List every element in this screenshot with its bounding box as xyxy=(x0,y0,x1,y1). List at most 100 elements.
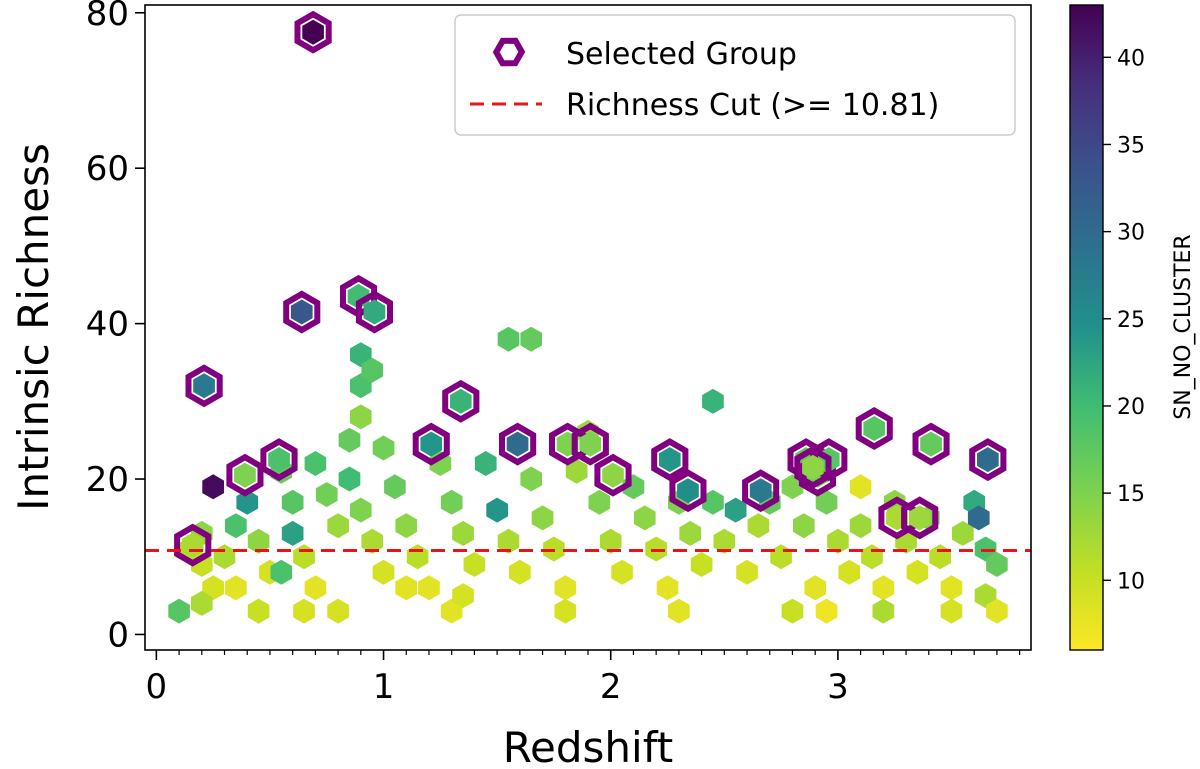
selected-group-cell xyxy=(290,299,313,325)
selected-group-cell xyxy=(234,462,256,488)
hexbin-cell xyxy=(702,489,724,515)
hexbin-cell xyxy=(656,575,679,601)
hexbin-cell xyxy=(974,583,997,609)
selected-group-cell xyxy=(802,454,824,480)
selected-group-marker xyxy=(878,496,916,540)
hexbin-cell xyxy=(338,427,361,453)
hexbin-cell xyxy=(474,451,497,476)
hexbin-cell xyxy=(940,598,963,624)
hexbin-cell xyxy=(350,373,372,399)
hexbin-cell xyxy=(236,489,259,515)
hexbin-cell xyxy=(350,404,372,430)
hexbin-cell xyxy=(781,598,804,624)
hexbin-cell xyxy=(986,552,1008,577)
hexbin-cell xyxy=(338,466,361,492)
hexbin-cell xyxy=(225,575,247,601)
hexbin-cell xyxy=(952,520,974,546)
x-tick-label: 0 xyxy=(146,667,168,707)
selected-group-marker xyxy=(499,422,537,466)
hexbin-cell xyxy=(213,544,236,570)
y-tick-label: 20 xyxy=(86,460,129,500)
y-tick-label: 60 xyxy=(86,149,129,189)
hexbin-cell xyxy=(849,474,872,500)
selected-group-cell xyxy=(579,431,602,457)
hexbin-cell xyxy=(588,489,611,515)
selected-group-marker xyxy=(549,422,587,466)
selected-group-cell xyxy=(863,416,886,441)
hexbin-cell xyxy=(440,489,463,515)
hexbin-cell xyxy=(713,528,736,554)
hexbin-cell xyxy=(463,552,486,577)
hexbin-cell xyxy=(395,513,418,539)
hexbin-cell xyxy=(611,559,633,585)
selected-group-cell xyxy=(659,447,681,473)
hexbin-cell xyxy=(361,528,383,554)
selected-group-marker xyxy=(794,445,832,489)
y-tick-label: 40 xyxy=(86,305,129,345)
hexbin-cell xyxy=(747,513,770,539)
hexbin-cell xyxy=(191,590,213,616)
selected-group-marker xyxy=(294,10,332,54)
hexbin-layer xyxy=(168,326,1008,624)
hexbin-cell xyxy=(804,575,826,601)
selected-group-marker xyxy=(912,422,950,466)
hexbin-cell xyxy=(395,575,418,601)
hexbin-cell xyxy=(986,598,1008,624)
selected-group-cell xyxy=(268,447,290,473)
y-axis: 0 20 40 60 80 xyxy=(86,0,145,655)
colorbar xyxy=(1069,4,1104,651)
hexbin-cell xyxy=(168,598,190,624)
hexbin-cell xyxy=(509,559,531,585)
selected-group-marker xyxy=(742,469,780,513)
colorbar-tick-label: 30 xyxy=(1117,221,1145,246)
selected-group-marker xyxy=(283,290,321,334)
hexbin-cell xyxy=(554,598,577,624)
selected-group-layer xyxy=(174,10,1007,567)
selected-group-marker xyxy=(355,290,393,334)
selected-group-cell xyxy=(977,447,999,473)
hexbin-cell xyxy=(793,513,815,539)
hexbin-cell xyxy=(225,513,247,539)
hexbin-cell xyxy=(929,544,951,570)
selected-group-cell xyxy=(749,478,772,504)
selected-group-marker xyxy=(787,438,825,482)
selected-group-cell xyxy=(602,462,624,488)
hexbin-cell xyxy=(906,559,929,585)
hexbin-cell xyxy=(327,513,349,539)
hexbin-cell xyxy=(724,497,747,523)
hexbin-cell xyxy=(531,505,554,531)
hexbin-cell xyxy=(838,559,861,585)
hexbin-cell xyxy=(327,598,349,624)
selected-group-marker xyxy=(651,438,689,482)
hexbin-cell xyxy=(247,528,270,554)
colorbar-tick-label: 20 xyxy=(1117,395,1145,420)
hexbin-cell xyxy=(406,544,429,570)
hexbin-cell xyxy=(361,357,383,383)
legend-hexagon-icon xyxy=(492,37,526,67)
selected-group-marker xyxy=(594,453,632,497)
hexbin-cell xyxy=(554,575,577,601)
hexbin-cell xyxy=(304,575,327,601)
hexbin-cell xyxy=(293,544,315,570)
selected-group-marker xyxy=(669,469,707,513)
selected-group-cell xyxy=(420,431,443,457)
hexbin-cell xyxy=(736,559,758,585)
selected-group-cell xyxy=(506,431,529,457)
x-axis-title: Redshift xyxy=(503,723,673,769)
selected-group-marker xyxy=(901,496,939,540)
x-axis: 0 1 2 3 xyxy=(146,650,1021,707)
hexbin-cell xyxy=(418,575,440,601)
selected-group-marker xyxy=(185,364,223,408)
hexbin-cell xyxy=(861,544,883,570)
hexbin-cell xyxy=(599,528,622,554)
colorbar-tick-label: 35 xyxy=(1117,133,1145,158)
x-tick-label: 3 xyxy=(827,667,849,707)
hexbin-cell xyxy=(452,520,474,546)
legend-label-selected-group: Selected Group xyxy=(566,37,797,72)
selected-group-cell xyxy=(363,299,386,325)
hexbin-cell xyxy=(770,544,792,570)
hexbin-cell xyxy=(679,520,702,546)
hexbin-cell xyxy=(452,583,474,609)
hexbin-cell xyxy=(372,435,395,461)
hexbin-cell xyxy=(247,598,270,624)
